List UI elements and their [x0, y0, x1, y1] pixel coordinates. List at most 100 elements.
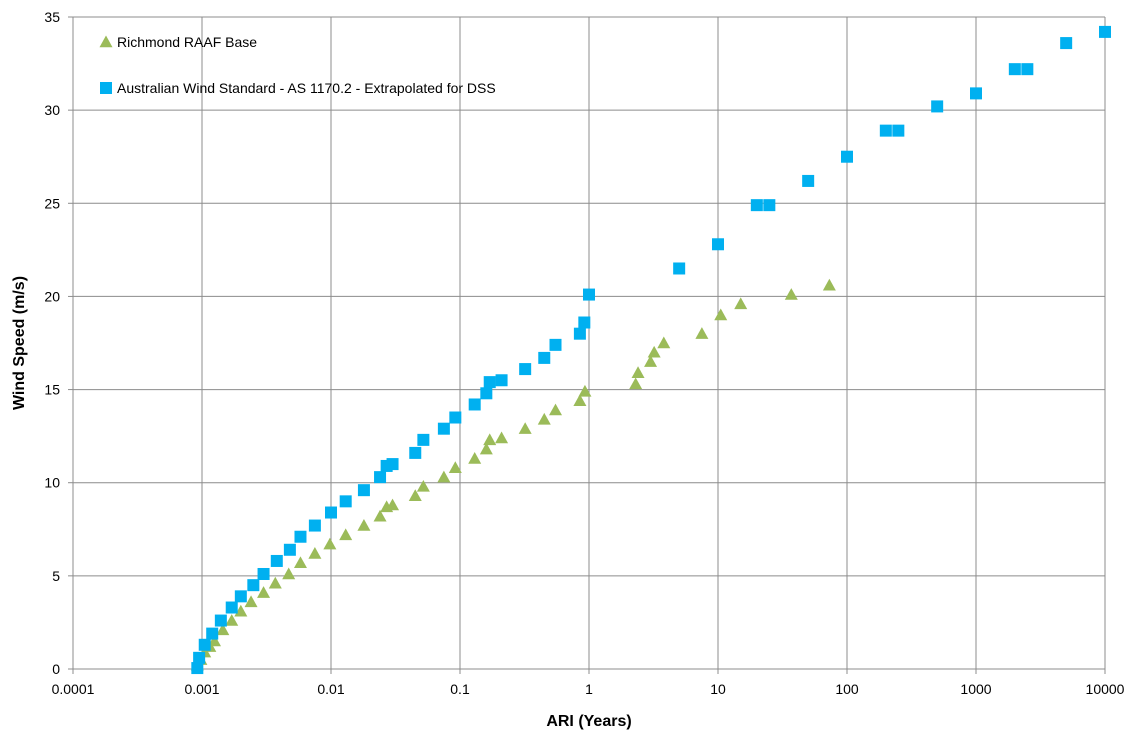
data-point-square: [673, 262, 686, 275]
data-point-triangle: [714, 308, 728, 321]
data-point-triangle: [293, 556, 307, 569]
data-point-triangle: [408, 489, 422, 501]
data-point-triangle: [644, 355, 658, 367]
data-point-triangle: [225, 614, 239, 626]
data-point-square: [802, 174, 815, 187]
data-point-square: [583, 288, 595, 301]
data-point-triangle: [479, 442, 493, 455]
data-point-triangle: [282, 567, 296, 580]
data-point-triangle: [647, 345, 661, 358]
data-point-triangle: [257, 586, 271, 598]
data-point-triangle: [631, 366, 645, 379]
data-point-square: [892, 124, 905, 137]
data-point-square: [495, 374, 508, 387]
data-point-square: [247, 579, 260, 592]
data-point-triangle: [323, 537, 337, 550]
data-point-square: [549, 338, 562, 351]
data-point-square: [841, 150, 853, 163]
data-point-square: [519, 363, 532, 376]
data-point-square: [483, 376, 496, 389]
y-tick-label: 10: [44, 475, 60, 491]
x-axis-title: ARI (Years): [546, 713, 631, 730]
data-point-triangle: [629, 377, 643, 390]
data-point-square: [578, 316, 591, 329]
data-point-triangle: [448, 461, 462, 474]
data-point-triangle: [268, 576, 282, 589]
x-tick-label: 10000: [1086, 681, 1125, 697]
series-triangle-points: [190, 278, 836, 671]
data-point-triangle: [437, 470, 451, 483]
data-point-triangle: [386, 498, 400, 511]
data-point-triangle: [573, 394, 587, 406]
x-tick-label: 0.01: [317, 681, 344, 697]
data-point-triangle: [549, 403, 563, 416]
x-tick-label: 1000: [960, 681, 991, 697]
data-point-square: [270, 554, 283, 567]
data-point-triangle: [537, 412, 551, 425]
data-point-square: [191, 662, 204, 675]
data-point-square: [480, 387, 493, 400]
data-point-square: [1021, 63, 1034, 76]
data-point-square: [970, 87, 982, 100]
x-tick-label: 1: [585, 681, 593, 697]
data-point-square: [931, 100, 944, 113]
y-tick-label: 15: [44, 382, 60, 398]
data-point-triangle: [468, 451, 482, 464]
legend-marker-triangle: [99, 35, 113, 48]
data-point-square: [879, 124, 892, 137]
data-point-triangle: [518, 422, 532, 434]
data-point-square: [538, 351, 551, 364]
data-point-triangle: [416, 479, 430, 492]
data-point-square: [1060, 37, 1073, 50]
data-point-square: [257, 567, 270, 580]
data-point-square: [294, 530, 307, 543]
data-point-square: [283, 543, 296, 556]
data-point-triangle: [657, 336, 671, 349]
data-point-triangle: [357, 519, 371, 531]
data-point-square: [325, 506, 337, 519]
x-tick-label: 0.001: [184, 681, 219, 697]
data-point-square: [573, 327, 586, 340]
data-point-triangle: [216, 623, 230, 636]
x-tick-label: 0.1: [450, 681, 470, 697]
y-tick-label: 5: [52, 568, 60, 584]
y-tick-label: 30: [44, 102, 60, 118]
series-square-points: [191, 25, 1111, 675]
data-point-triangle: [208, 634, 222, 647]
data-point-triangle: [339, 528, 353, 541]
data-point-triangle: [734, 297, 748, 310]
data-point-square: [308, 519, 321, 532]
data-point-square: [437, 422, 450, 435]
data-point-square: [1008, 63, 1021, 76]
legend: Richmond RAAF Base Australian Wind Standa…: [99, 34, 496, 96]
y-tick-label: 25: [44, 195, 60, 211]
data-point-triangle: [578, 384, 592, 397]
data-point-square: [206, 627, 219, 640]
data-point-square: [374, 471, 387, 484]
y-tick-label: 0: [52, 661, 60, 677]
data-point-square: [409, 446, 422, 459]
x-tick-label: 100: [835, 681, 859, 697]
data-point-square: [386, 458, 399, 471]
legend-label: Richmond RAAF Base: [117, 34, 257, 50]
axes: 0 5 10 15 20 25 30 35 0.0001 0.001 0.01 0.1 1 10 100 10…: [44, 9, 1124, 697]
data-points: [190, 25, 1111, 675]
data-point-square: [1099, 25, 1111, 38]
data-point-triangle: [695, 327, 709, 339]
data-point-square: [712, 238, 724, 251]
data-point-triangle: [373, 509, 387, 522]
data-point-square: [198, 638, 211, 651]
data-point-square: [468, 398, 481, 411]
data-point-square: [193, 651, 206, 664]
data-point-square: [417, 433, 430, 446]
x-tick-label: 0.0001: [52, 681, 95, 697]
data-point-square: [339, 495, 352, 508]
data-point-triangle: [822, 278, 836, 291]
data-point-triangle: [244, 595, 258, 608]
y-tick-label: 35: [44, 9, 60, 25]
x-tick-label: 10: [710, 681, 726, 697]
legend-marker-square: [100, 82, 112, 94]
